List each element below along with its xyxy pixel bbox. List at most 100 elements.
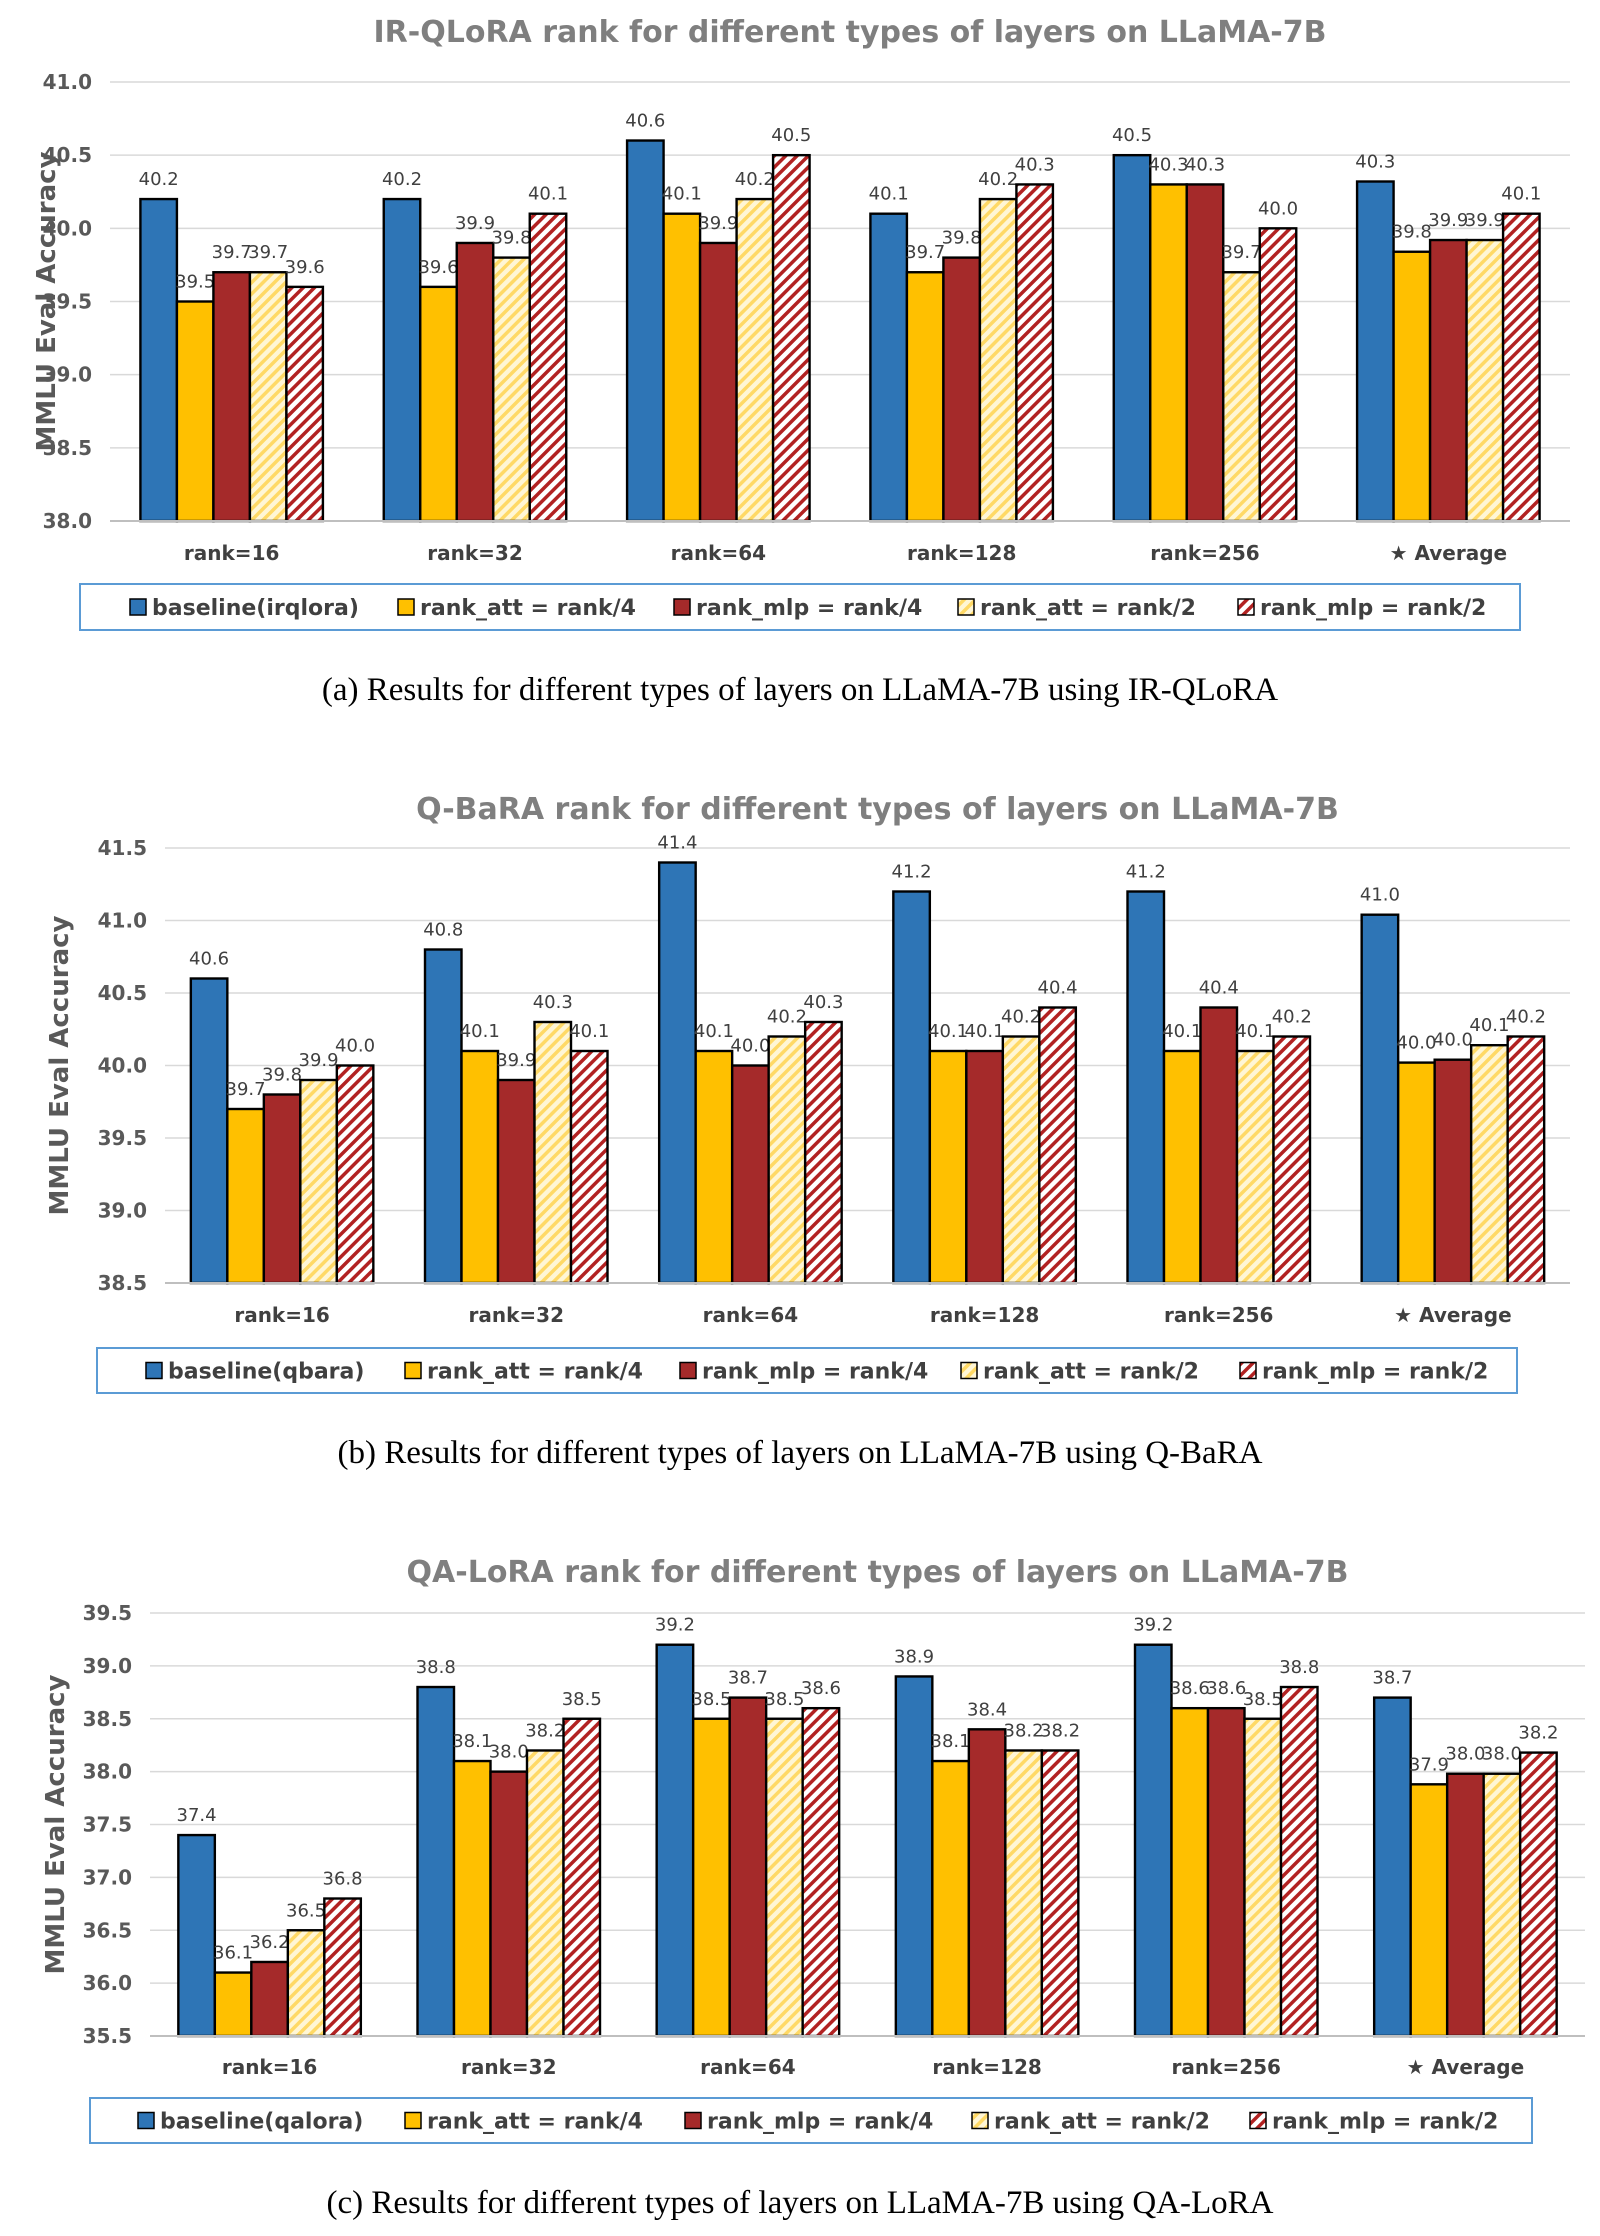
legend-label: rank_att = rank/4 (427, 2110, 643, 2135)
bar-att4 (460, 1049, 500, 1285)
legend-swatch-att2 (971, 2111, 989, 2130)
bar-mlp4 (212, 271, 252, 523)
y-tick-label: 40.5 (43, 143, 92, 167)
bar-att4 (691, 1717, 731, 2038)
data-label: 38.6 (1170, 1678, 1210, 1699)
bar-att4 (1392, 250, 1432, 523)
x-tick-label: rank=128 (932, 2055, 1041, 2079)
data-label: 39.5 (175, 272, 215, 293)
data-label: 39.8 (1392, 222, 1432, 243)
y-axis-label: MMLU Eval Accuracy (41, 1674, 71, 1974)
x-tick-label: rank=16 (184, 541, 280, 565)
bar-att2 (1465, 238, 1505, 523)
bar-baseline (892, 890, 932, 1285)
data-label: 40.6 (189, 949, 229, 970)
bar-mlp4 (1433, 1058, 1473, 1285)
data-label: 40.0 (1258, 198, 1298, 219)
y-tick-label: 39.5 (43, 290, 92, 314)
x-tick-label: rank=16 (222, 2055, 318, 2079)
y-tick-label: 38.0 (43, 509, 92, 533)
data-label: 38.6 (1206, 1678, 1246, 1699)
legend: baseline(qbara) rank_att = rank/4 rank_mlp… (96, 1347, 1518, 1394)
data-label: 38.1 (931, 1731, 971, 1752)
data-label: 40.2 (767, 1007, 807, 1028)
legend-label: baseline(irqlora) (152, 596, 359, 621)
data-label: 38.2 (1040, 1720, 1080, 1741)
legend-swatch-baseline (137, 2111, 155, 2130)
data-label: 36.5 (286, 1900, 326, 1921)
data-label: 37.9 (1409, 1754, 1449, 1775)
data-label: 39.7 (905, 242, 945, 263)
bar-att4 (1149, 183, 1188, 523)
data-label: 38.2 (1004, 1720, 1044, 1741)
bar-mlp4 (455, 241, 495, 523)
data-label: 38.4 (967, 1699, 1007, 1720)
x-tick-label: rank=32 (427, 541, 523, 565)
data-label: 40.1 (869, 184, 909, 205)
data-label: 40.5 (771, 125, 811, 146)
y-tick-label: 40.0 (98, 1054, 147, 1078)
bar-mlp4 (698, 241, 738, 523)
bar-baseline (625, 139, 665, 523)
y-tick-label: 36.0 (83, 1971, 132, 1995)
legend-swatch-mlp2 (1237, 598, 1255, 616)
y-tick-label: 39.0 (98, 1199, 147, 1223)
legend-label: baseline(qbara) (168, 1360, 364, 1385)
data-label: 40.8 (423, 920, 463, 941)
data-label: 40.1 (460, 1021, 500, 1042)
y-tick-label: 35.5 (83, 2024, 132, 2048)
bar-att4 (931, 1759, 971, 2038)
bar-att2 (492, 256, 531, 523)
data-label: 38.8 (1279, 1657, 1319, 1678)
data-label: 39.7 (1221, 242, 1261, 263)
legend-swatch-mlp4 (679, 1361, 697, 1380)
data-label: 40.3 (1355, 152, 1395, 173)
data-label: 41.4 (657, 833, 697, 854)
data-label: 40.2 (978, 169, 1018, 190)
bar-baseline (1372, 1696, 1412, 2038)
y-tick-label: 39.0 (43, 363, 92, 387)
y-tick-label: 38.5 (83, 1707, 132, 1731)
legend-label: baseline(qalora) (160, 2110, 363, 2135)
bar-mlp4 (967, 1728, 1007, 2038)
bar-att4 (419, 285, 458, 523)
legend-box (79, 583, 1521, 631)
bar-mlp2 (1038, 1006, 1078, 1285)
bar-mlp2 (1272, 1035, 1312, 1285)
y-tick-label: 41.0 (43, 70, 92, 94)
bar-att2 (525, 1749, 565, 2038)
legend-label: rank_mlp = rank/4 (696, 596, 922, 621)
data-label: 38.9 (894, 1646, 934, 1667)
bar-att2 (1235, 1049, 1275, 1285)
data-label: 40.3 (533, 992, 573, 1013)
bar-baseline (657, 861, 697, 1285)
data-label: 40.4 (1038, 978, 1078, 999)
bar-att4 (1162, 1049, 1202, 1285)
data-label: 39.6 (285, 257, 325, 278)
data-label: 40.0 (1396, 1033, 1436, 1054)
legend-swatch-baseline (129, 598, 147, 616)
data-label: 40.1 (1235, 1021, 1275, 1042)
data-label: 40.0 (335, 1036, 375, 1057)
bar-baseline (1126, 890, 1166, 1285)
chart-title: QA-LoRA rank for different types of laye… (407, 1555, 1349, 1590)
data-label: 40.2 (382, 169, 422, 190)
data-label: 38.1 (452, 1731, 492, 1752)
bar-mlp2 (323, 1897, 363, 2038)
chart-title: IR-QLoRA rank for different types of lay… (374, 15, 1327, 50)
bar-att2 (735, 197, 775, 523)
x-tick-label: ★ Average (1394, 1303, 1512, 1327)
data-label: 38.7 (728, 1668, 768, 1689)
y-tick-label: 36.5 (83, 1918, 132, 1942)
bar-baseline (1133, 1643, 1173, 2038)
bar-mlp4 (730, 1064, 770, 1285)
bar-baseline (1112, 153, 1152, 523)
bar-mlp2 (569, 1049, 609, 1285)
x-tick-label: rank=64 (703, 1303, 799, 1327)
bar-mlp2 (335, 1064, 375, 1285)
figure-caption: (a) Results for different types of layer… (322, 672, 1278, 708)
bar-mlp4 (728, 1696, 768, 2038)
bar-att4 (175, 300, 215, 523)
x-tick-label: rank=128 (930, 1303, 1039, 1327)
